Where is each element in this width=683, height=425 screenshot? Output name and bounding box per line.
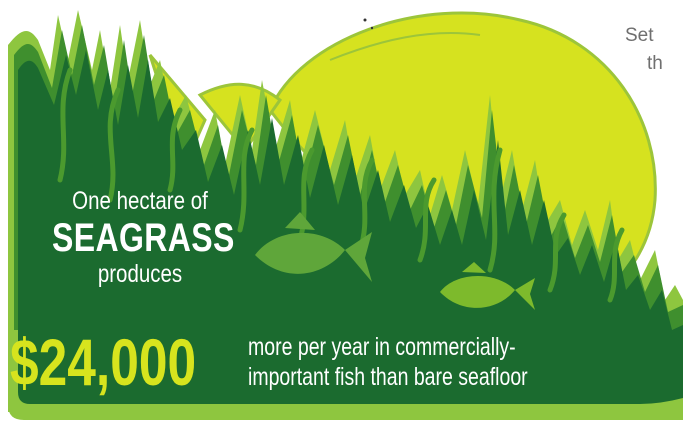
headline-seagrass: SEAGRASS <box>52 216 235 260</box>
cutoff-text-line-2: th <box>647 53 663 74</box>
stat-description-line-1: more per year in commercially- <box>248 333 516 361</box>
small-fish-right-icon <box>440 262 535 310</box>
cutoff-side-text: Set th <box>623 22 683 78</box>
headline: One hectare of SEAGRASS produces <box>30 186 250 288</box>
meadow-dark <box>18 50 683 408</box>
headline-line-1: One hectare of <box>72 187 208 215</box>
stat-amount: $24,000 <box>10 325 197 399</box>
headline-line-3: produces <box>97 260 183 288</box>
meadow-base <box>8 330 683 420</box>
stat-description-line-2: important fish than bare seafloor <box>248 363 528 391</box>
small-fish-left-icon <box>255 212 372 282</box>
cutoff-text-line-1: Set <box>625 25 654 46</box>
stat-description: more per year in commercially- important… <box>248 332 544 392</box>
seagrass-blades <box>57 67 625 303</box>
